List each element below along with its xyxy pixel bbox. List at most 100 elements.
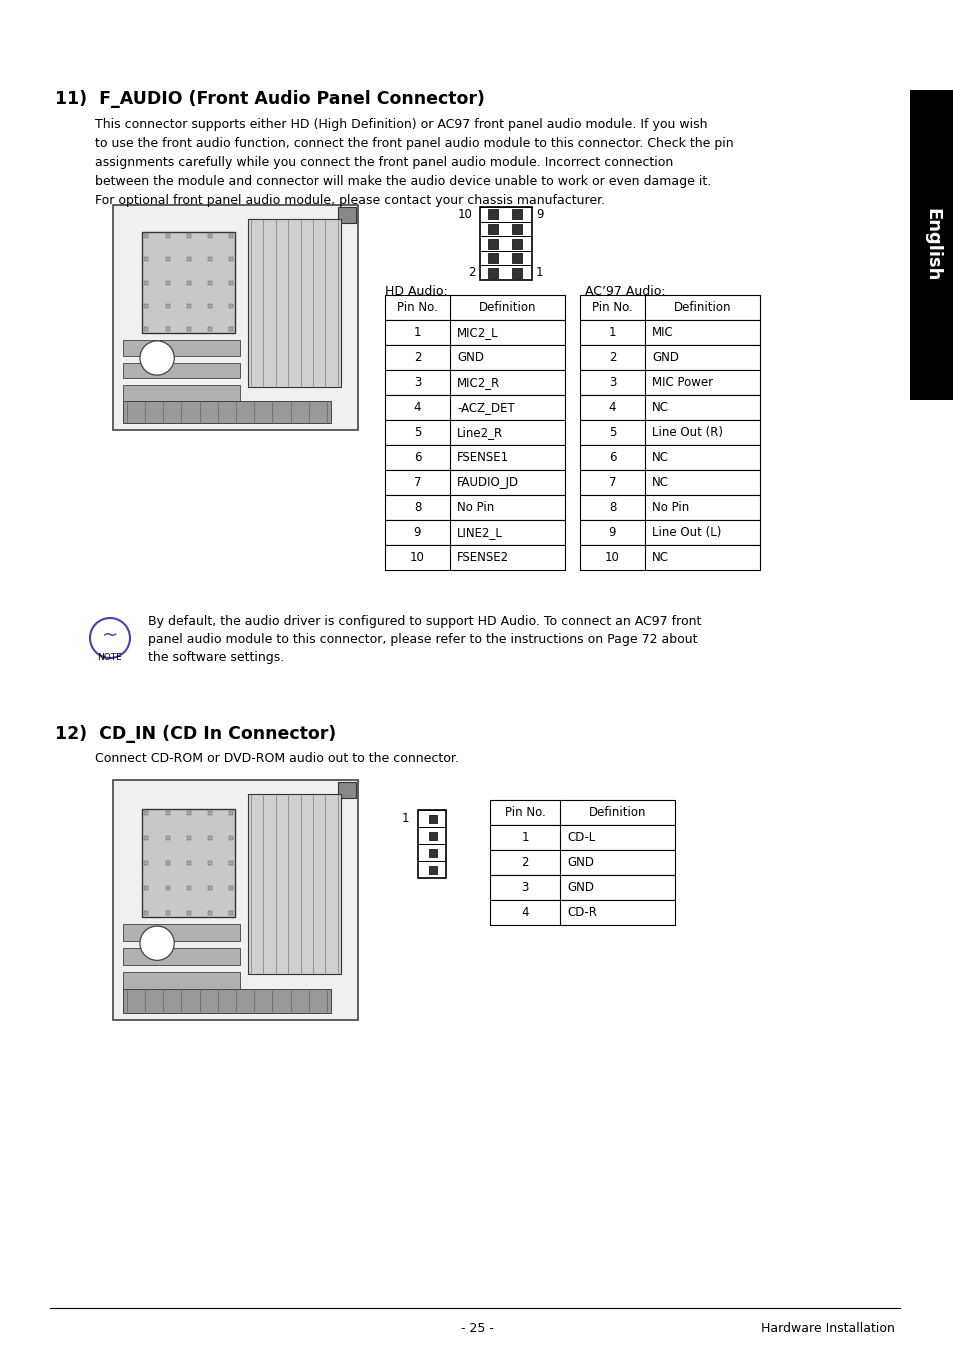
Text: By default, the audio driver is configured to support HD Audio. To connect an AC: By default, the audio driver is configur… [148, 615, 700, 627]
Text: 9: 9 [608, 526, 616, 539]
Text: CD-L: CD-L [566, 831, 595, 844]
Circle shape [90, 618, 130, 658]
Bar [144, 886, 149, 890]
Bar [187, 811, 191, 815]
Text: 10: 10 [457, 207, 473, 220]
Bar [488, 253, 497, 264]
Bar [166, 304, 170, 308]
Bar [230, 327, 233, 331]
Bar [337, 781, 355, 798]
Bar [144, 911, 149, 915]
Bar [248, 219, 340, 387]
Text: 4: 4 [414, 402, 421, 414]
Text: GND: GND [651, 352, 679, 364]
Text: 1: 1 [414, 326, 421, 339]
Bar [144, 257, 149, 261]
Text: 2: 2 [520, 856, 528, 869]
Bar [166, 234, 170, 238]
Text: NC: NC [651, 402, 668, 414]
Text: Line Out (R): Line Out (R) [651, 426, 722, 439]
Text: 5: 5 [414, 426, 420, 439]
Bar [490, 800, 675, 825]
Text: NC: NC [651, 476, 668, 489]
Text: For optional front panel audio module, please contact your chassis manufacturer.: For optional front panel audio module, p… [95, 193, 604, 207]
Text: MIC Power: MIC Power [651, 376, 713, 389]
Bar [208, 304, 212, 308]
Bar [579, 470, 760, 495]
Bar [187, 257, 191, 261]
Bar [337, 207, 355, 223]
Text: MIC2_L: MIC2_L [456, 326, 498, 339]
Bar [385, 445, 564, 470]
Text: 1: 1 [536, 266, 543, 280]
Text: Line Out (L): Line Out (L) [651, 526, 720, 539]
Text: 1: 1 [520, 831, 528, 844]
Text: 5: 5 [608, 426, 616, 439]
Bar [187, 836, 191, 840]
Text: ~: ~ [102, 626, 118, 645]
Text: No Pin: No Pin [456, 502, 494, 514]
Bar [187, 327, 191, 331]
Bar [144, 811, 149, 815]
Text: 10: 10 [604, 552, 619, 564]
Text: No Pin: No Pin [651, 502, 688, 514]
Bar [490, 900, 675, 925]
Text: GND: GND [566, 882, 594, 894]
Bar [187, 911, 191, 915]
Text: 9: 9 [536, 207, 543, 220]
Bar [429, 865, 436, 873]
Bar [166, 327, 170, 331]
Text: AC’97 Audio:: AC’97 Audio: [584, 285, 665, 297]
Text: 8: 8 [414, 502, 420, 514]
Bar [208, 234, 212, 238]
Text: 2: 2 [468, 266, 475, 280]
Bar [230, 861, 233, 865]
Text: Line2_R: Line2_R [456, 426, 502, 439]
Bar [579, 420, 760, 445]
Text: Pin No.: Pin No. [504, 806, 545, 819]
Bar [166, 257, 170, 261]
Bar [142, 808, 235, 917]
Bar [187, 304, 191, 308]
Bar [187, 234, 191, 238]
Bar [230, 911, 233, 915]
Bar [208, 257, 212, 261]
Text: 2: 2 [608, 352, 616, 364]
Text: FAUDIO_JD: FAUDIO_JD [456, 476, 518, 489]
Text: NC: NC [651, 552, 668, 564]
Bar [579, 295, 760, 320]
Bar [187, 861, 191, 865]
Bar [230, 304, 233, 308]
Bar [166, 281, 170, 285]
Bar [144, 327, 149, 331]
Bar [512, 268, 522, 277]
Text: 4: 4 [520, 906, 528, 919]
Bar [579, 445, 760, 470]
Bar [112, 206, 357, 430]
Text: 12)  CD_IN (CD In Connector): 12) CD_IN (CD In Connector) [55, 725, 335, 744]
Text: - 25 -: - 25 - [460, 1322, 493, 1334]
Bar [579, 545, 760, 571]
Bar [488, 268, 497, 277]
Text: 11)  F_AUDIO (Front Audio Panel Connector): 11) F_AUDIO (Front Audio Panel Connector… [55, 91, 484, 108]
Text: 8: 8 [608, 502, 616, 514]
Bar [230, 811, 233, 815]
Text: HD Audio:: HD Audio: [385, 285, 447, 297]
Text: 2: 2 [414, 352, 421, 364]
Bar [123, 988, 331, 1013]
Bar [490, 825, 675, 850]
Bar [230, 886, 233, 890]
Text: Pin No.: Pin No. [592, 301, 632, 314]
Text: 1: 1 [608, 326, 616, 339]
Bar [166, 886, 170, 890]
Bar [429, 814, 436, 822]
Bar [208, 836, 212, 840]
Bar [512, 224, 522, 234]
Bar [230, 836, 233, 840]
Text: 10: 10 [410, 552, 424, 564]
Text: Pin No.: Pin No. [396, 301, 437, 314]
Text: to use the front audio function, connect the front panel audio module to this co: to use the front audio function, connect… [95, 137, 733, 150]
Text: FSENSE2: FSENSE2 [456, 552, 509, 564]
Bar [230, 257, 233, 261]
Text: MIC2_R: MIC2_R [456, 376, 499, 389]
